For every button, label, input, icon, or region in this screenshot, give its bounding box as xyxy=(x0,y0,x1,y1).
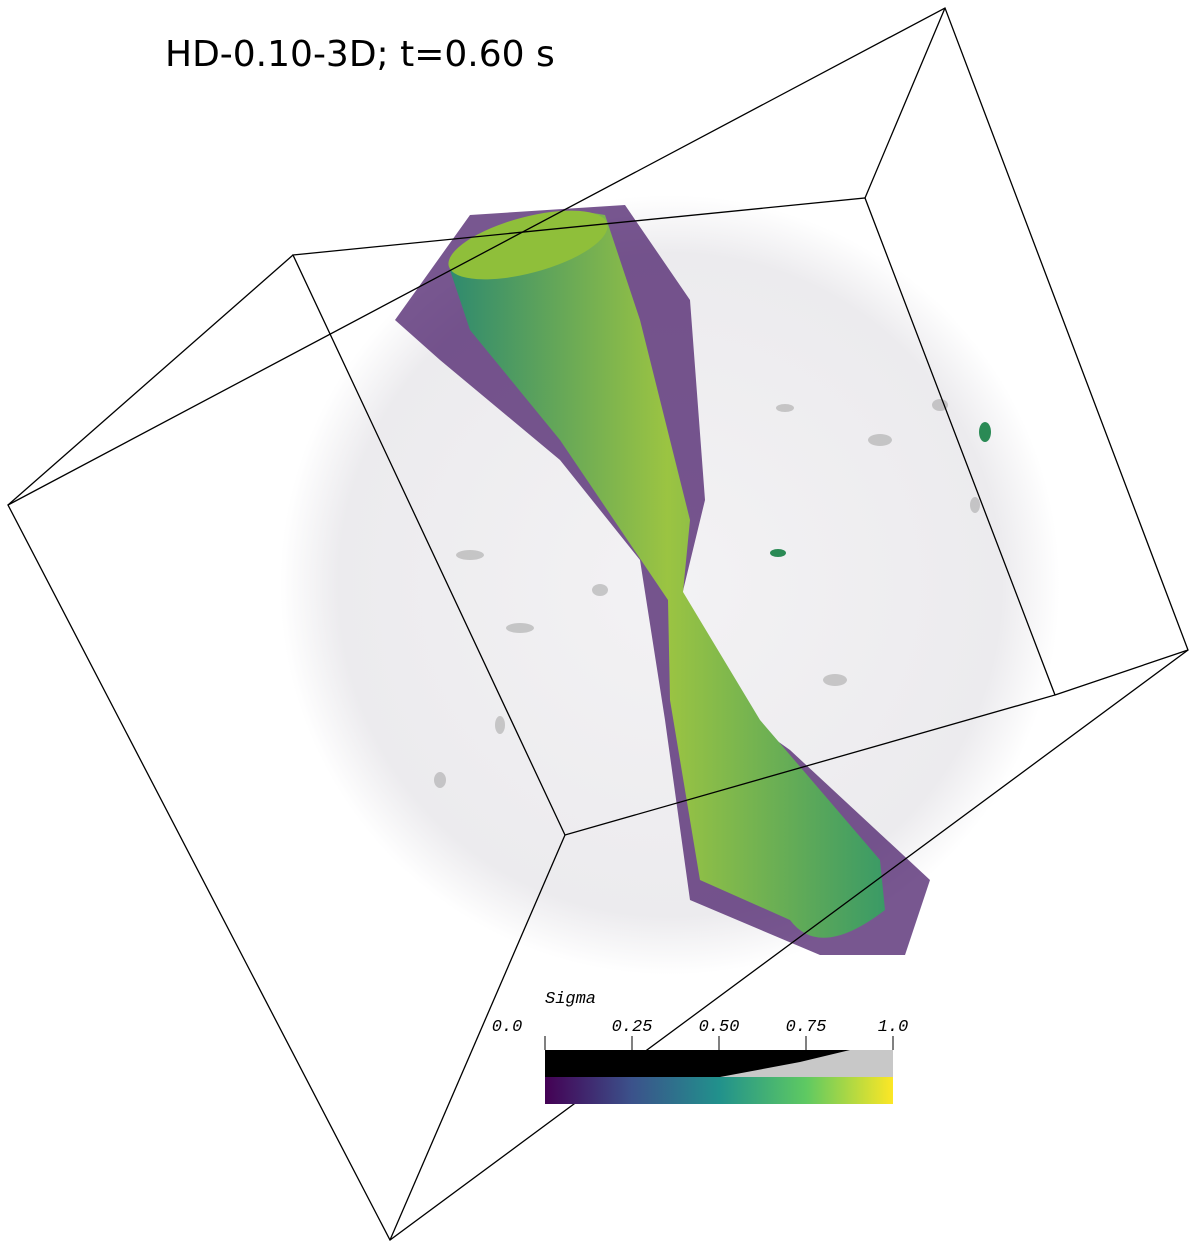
clumps xyxy=(434,399,980,788)
outflow-cone xyxy=(450,212,885,938)
color-bar xyxy=(545,1077,893,1104)
tick-label: 1.0 xyxy=(878,1018,909,1037)
dense-clumps xyxy=(770,422,991,557)
tick-label: 0.25 xyxy=(612,1018,653,1037)
title: HD-0.10-3D; t=0.60 s xyxy=(165,34,555,75)
bounding-box xyxy=(7,7,1189,1241)
tick-label: 0.50 xyxy=(699,1018,740,1037)
opacity-curve xyxy=(720,1050,893,1077)
colorbar-label: Sigma xyxy=(545,990,596,1009)
colorbar: Sigma 0.0 0.25 0.50 0.75 1.0 xyxy=(492,990,909,1104)
tick-label: 0.75 xyxy=(786,1018,827,1037)
tick-label: 0.0 xyxy=(492,1018,523,1037)
